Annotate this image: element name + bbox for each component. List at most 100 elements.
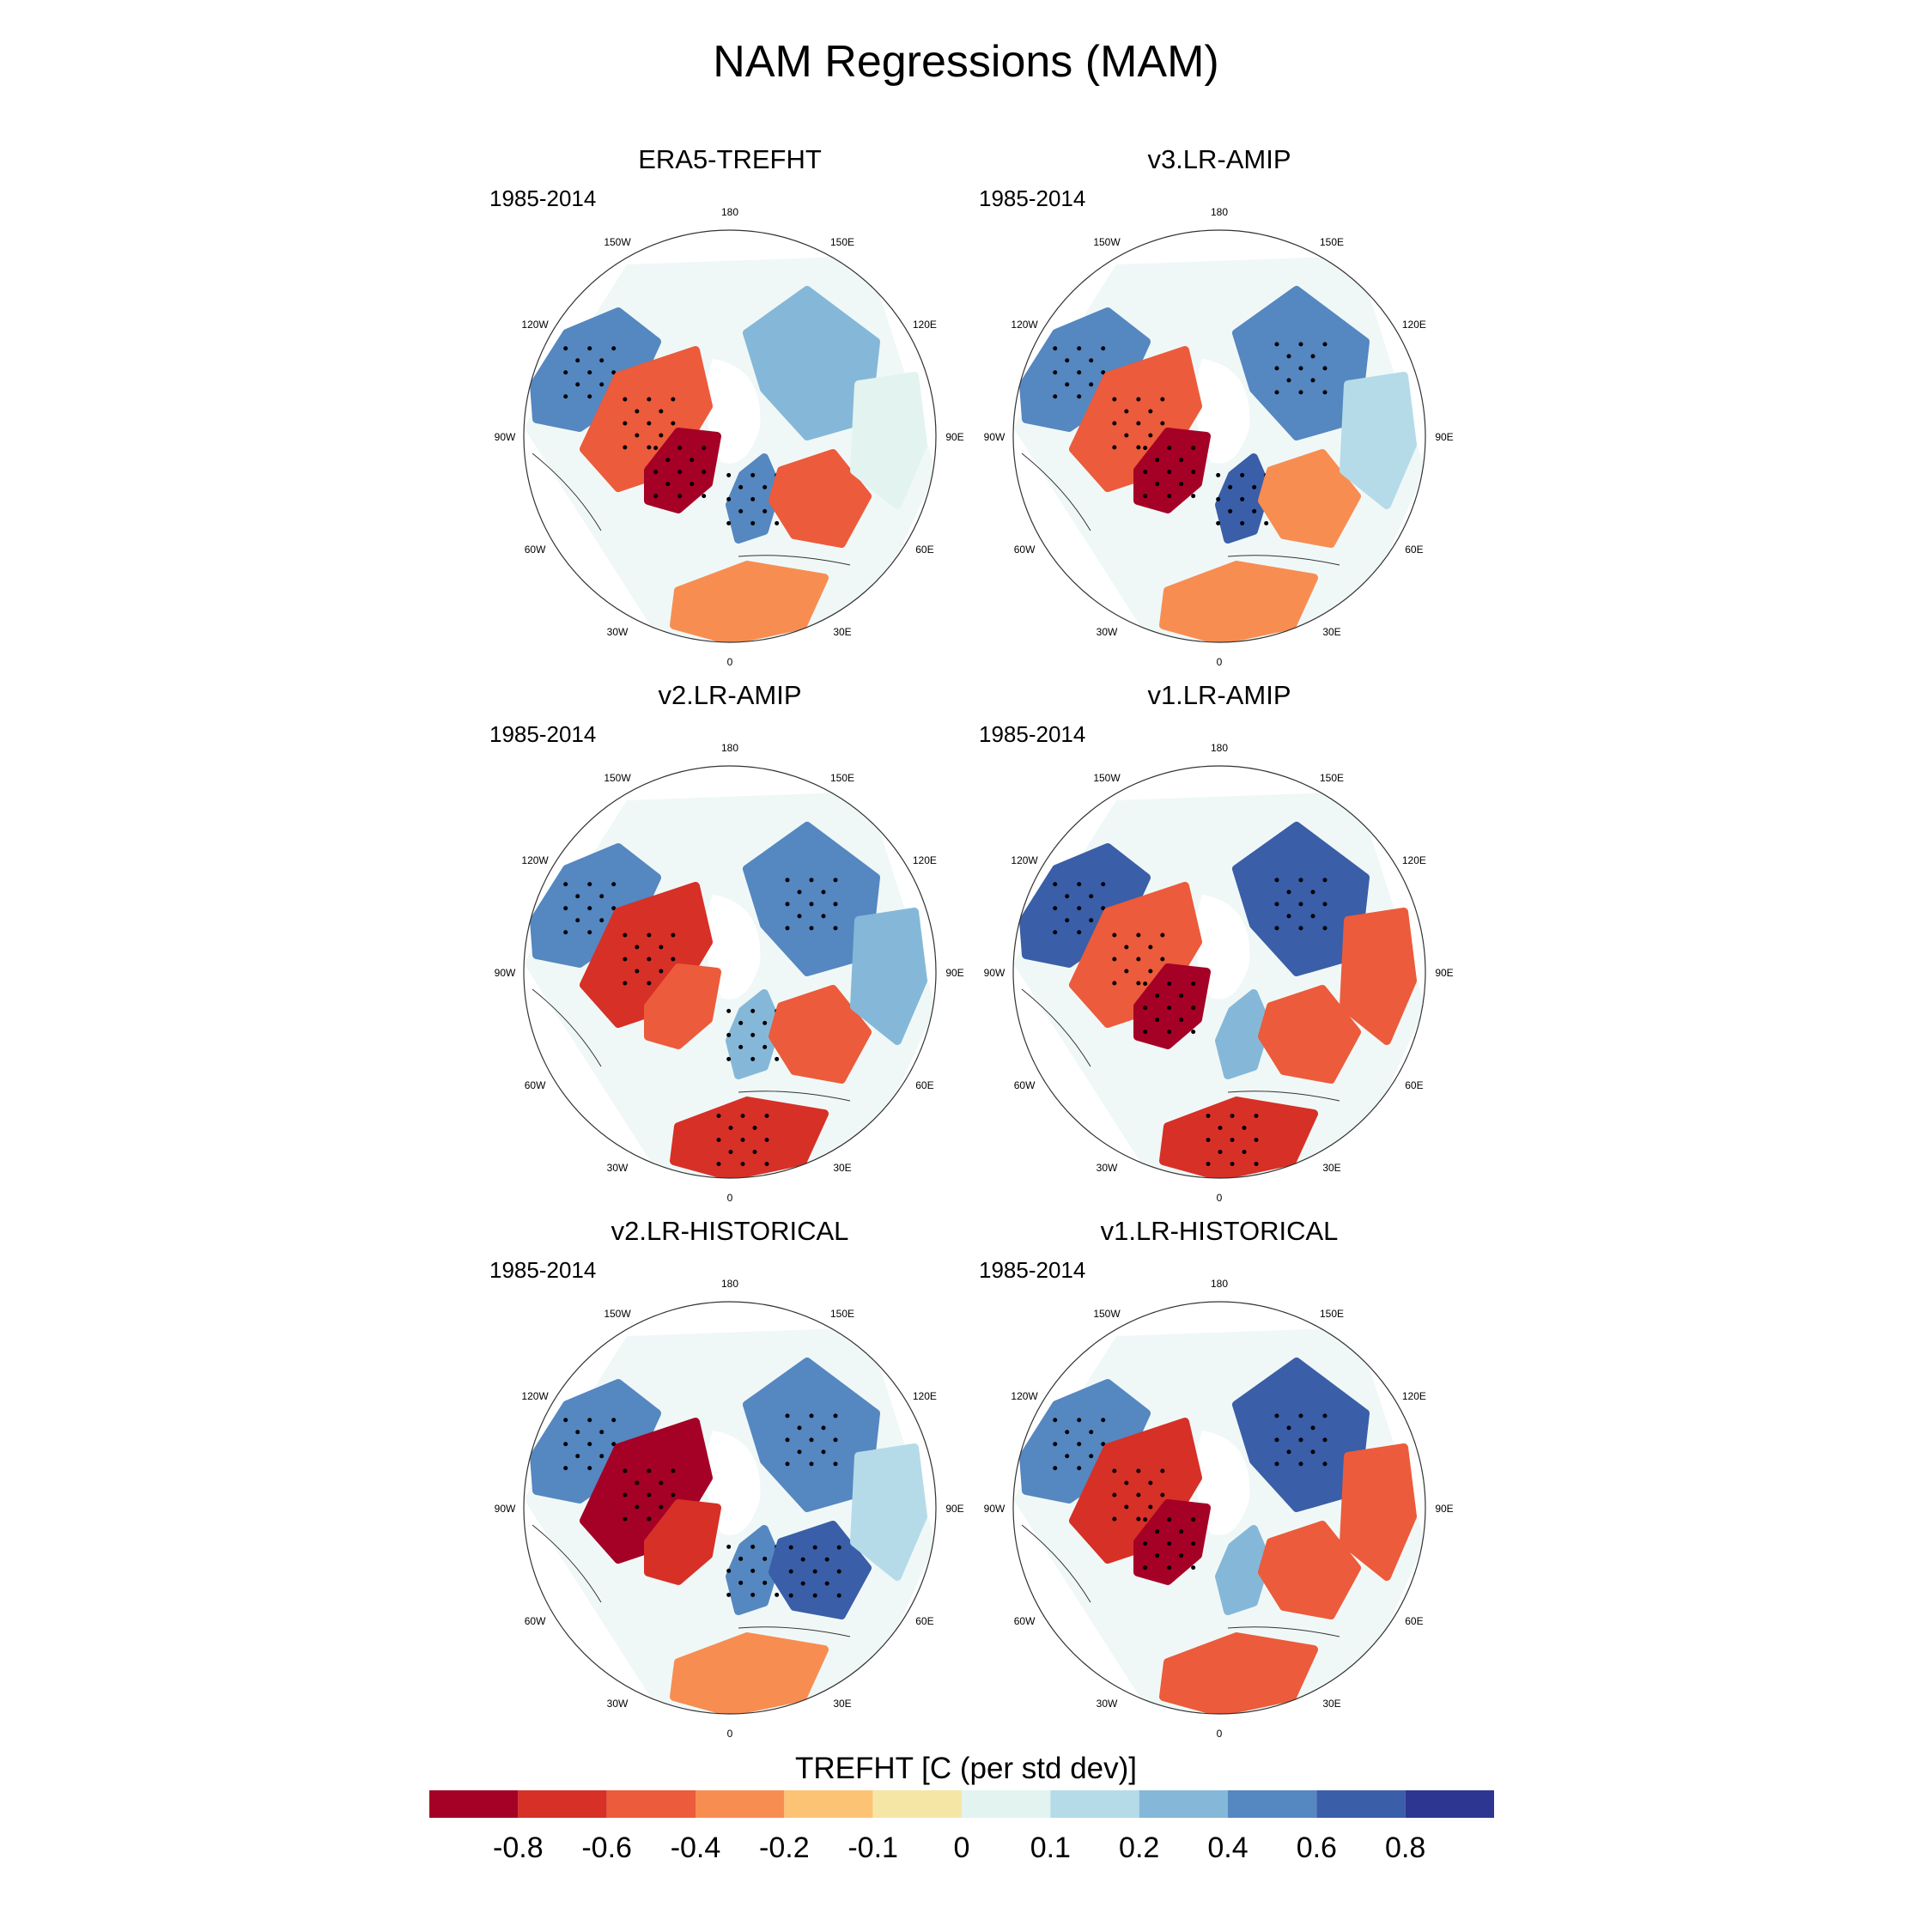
stipple-dot (623, 981, 628, 986)
stipple-dot (563, 1442, 568, 1447)
stipple-dot (1286, 914, 1291, 919)
stipple-dot (647, 1516, 652, 1522)
stipple-dot (599, 918, 605, 923)
stipple-dot (1310, 914, 1315, 919)
stipple-dot (1274, 1413, 1279, 1419)
stipple-dot (1274, 390, 1279, 395)
stipple-dot (738, 1020, 744, 1025)
region-greenland-labrador (644, 963, 721, 1049)
stipple-dot (587, 1442, 592, 1447)
stipple-dot (1155, 1018, 1160, 1023)
stipple-dot (587, 1418, 592, 1423)
stipple-dot (1286, 890, 1291, 895)
stipple-dot (1240, 472, 1245, 477)
stipple-dot (738, 508, 744, 513)
stipple-dot (563, 882, 568, 887)
stipple-dot (785, 878, 790, 883)
stipple-dot (1101, 1418, 1106, 1423)
stipple-dot (824, 1581, 829, 1586)
stipple-dot (1143, 1565, 1148, 1571)
stipple-dot (599, 1454, 605, 1459)
colorbar-swatch (696, 1790, 785, 1818)
coastline (532, 1524, 602, 1603)
stipple-dot (762, 1020, 768, 1025)
stipple-dot (1112, 1468, 1117, 1473)
coastline (1021, 453, 1091, 532)
stipple-dot (1179, 458, 1184, 463)
longitude-label: 150W (604, 772, 631, 784)
stipple-dot (1053, 370, 1058, 375)
stipple-dot (1148, 409, 1153, 414)
stipple-dot (671, 957, 676, 962)
stipple-dot (1242, 1126, 1247, 1130)
longitude-label: 60W (525, 544, 546, 556)
longitude-label: 30E (833, 626, 851, 638)
stipple-dot (726, 1592, 732, 1597)
stipple-dot (653, 446, 659, 451)
stipple-dot (1112, 981, 1117, 986)
stipple-dot (1112, 957, 1117, 962)
stipple-dot (1136, 1516, 1141, 1522)
stipple-dot (797, 1425, 802, 1431)
stipple-dot (1053, 1442, 1058, 1447)
stipple-dot (1124, 969, 1129, 974)
coastline (1021, 1524, 1091, 1603)
stipple-dot (671, 397, 676, 402)
stipple-dot (836, 1569, 841, 1574)
stipple-dot (797, 914, 802, 919)
stipple-dot (611, 906, 617, 911)
longitude-label: 150E (1320, 236, 1344, 248)
stipple-dot (726, 1568, 732, 1573)
stipple-dot (587, 906, 592, 911)
stipple-dot (1206, 1162, 1211, 1166)
stipple-dot (1191, 981, 1196, 987)
colorbar-tick-label: -0.4 (671, 1832, 721, 1864)
stipple-dot (1206, 1138, 1211, 1142)
stipple-dot (623, 397, 628, 402)
stipple-dot (623, 445, 628, 450)
stipple-dot (1089, 894, 1094, 899)
stipple-dot (1065, 894, 1070, 899)
region-eastern-europe-caspian (1258, 1521, 1361, 1619)
stipple-dot (1322, 390, 1327, 395)
stipple-dot (575, 1430, 580, 1435)
longitude-label: 0 (1217, 1192, 1223, 1204)
stipple-dot (1065, 358, 1070, 363)
stipple-dot (1124, 433, 1129, 438)
polar-map: 180 150E 120E 90E 60E 30E 0 30W 60W 90W 120W 150W (984, 1278, 1454, 1740)
longitude-label: 60E (915, 1079, 933, 1091)
stipple-dot (836, 1593, 841, 1598)
colorbar-swatch (429, 1790, 519, 1818)
stipple-dot (788, 1545, 793, 1550)
stipple-dot (635, 409, 640, 414)
longitude-label: 90W (495, 1503, 516, 1515)
stipple-dot (1191, 1541, 1196, 1546)
map-outline (1012, 765, 1426, 1179)
region-central-asia (1340, 1443, 1417, 1581)
stipple-dot (587, 394, 592, 399)
stipple-dot (1155, 993, 1160, 999)
colorbar-tick-label: 0.2 (1119, 1832, 1159, 1864)
longitude-label: 60W (525, 1079, 546, 1091)
stipple-dot (659, 969, 664, 974)
longitude-label: 90W (984, 431, 1005, 443)
stipple-dot (599, 382, 605, 387)
stipple-dot (1298, 926, 1303, 931)
colorbar-tick-label: 0.4 (1207, 1832, 1248, 1864)
coastline (738, 555, 851, 566)
stipple-dot (1274, 878, 1279, 883)
longitude-label: 90W (984, 967, 1005, 979)
stipple-dot (1112, 1492, 1117, 1498)
stipple-dot (1242, 1150, 1247, 1154)
stipple-dot (738, 484, 744, 489)
stipple-dot (726, 1544, 732, 1549)
stipple-dot (1053, 906, 1058, 911)
stipple-dot (764, 1162, 769, 1166)
panel-period: 1985-2014 (979, 1257, 1086, 1283)
longitude-label: 90E (1435, 431, 1453, 443)
colorbar-tick-label: 0.6 (1297, 1832, 1337, 1864)
longitude-label: 150E (830, 236, 854, 248)
longitude-label: 60W (1014, 1615, 1036, 1627)
stipple-dot (1179, 1529, 1184, 1534)
stipple-dot (1077, 370, 1082, 375)
